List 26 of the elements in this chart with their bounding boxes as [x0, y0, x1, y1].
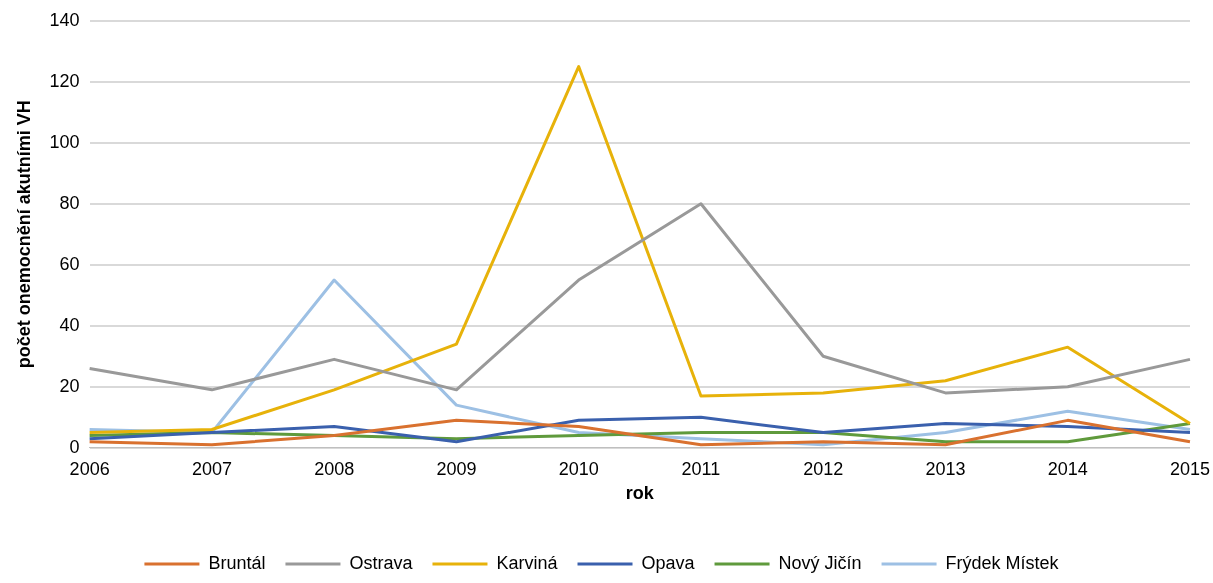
x-axis-title: rok [625, 483, 655, 504]
y-tick-label: 0 [69, 436, 80, 457]
legend-label: Opava [641, 552, 696, 573]
x-tick-label: 2007 [191, 458, 232, 479]
x-tick-label: 2011 [681, 458, 721, 479]
y-tick-label: 100 [49, 131, 80, 152]
y-tick-label: 60 [59, 253, 80, 274]
legend-label: Bruntál [208, 552, 266, 573]
y-tick-label: 80 [59, 192, 80, 213]
x-tick-label: 2013 [925, 458, 966, 479]
y-tick-label: 20 [59, 375, 80, 396]
legend-label: Frýdek Místek [945, 552, 1060, 573]
y-tick-label: 140 [49, 9, 80, 30]
x-tick-label: 2009 [436, 458, 477, 479]
y-tick-label: 120 [49, 70, 80, 91]
y-axis-title: počet onemocnění akutními VH [13, 100, 34, 369]
x-tick-label: 2008 [314, 458, 355, 479]
x-tick-label: 2012 [803, 458, 844, 479]
legend-label: Ostrava [349, 552, 414, 573]
legend-label: Karviná [496, 552, 559, 573]
y-tick-label: 40 [59, 314, 80, 335]
x-tick-label: 2006 [69, 458, 110, 479]
x-tick-label: 2015 [1169, 458, 1210, 479]
x-tick-label: 2014 [1047, 458, 1088, 479]
x-tick-label: 2010 [558, 458, 599, 479]
legend-label: Nový Jičín [778, 552, 862, 573]
